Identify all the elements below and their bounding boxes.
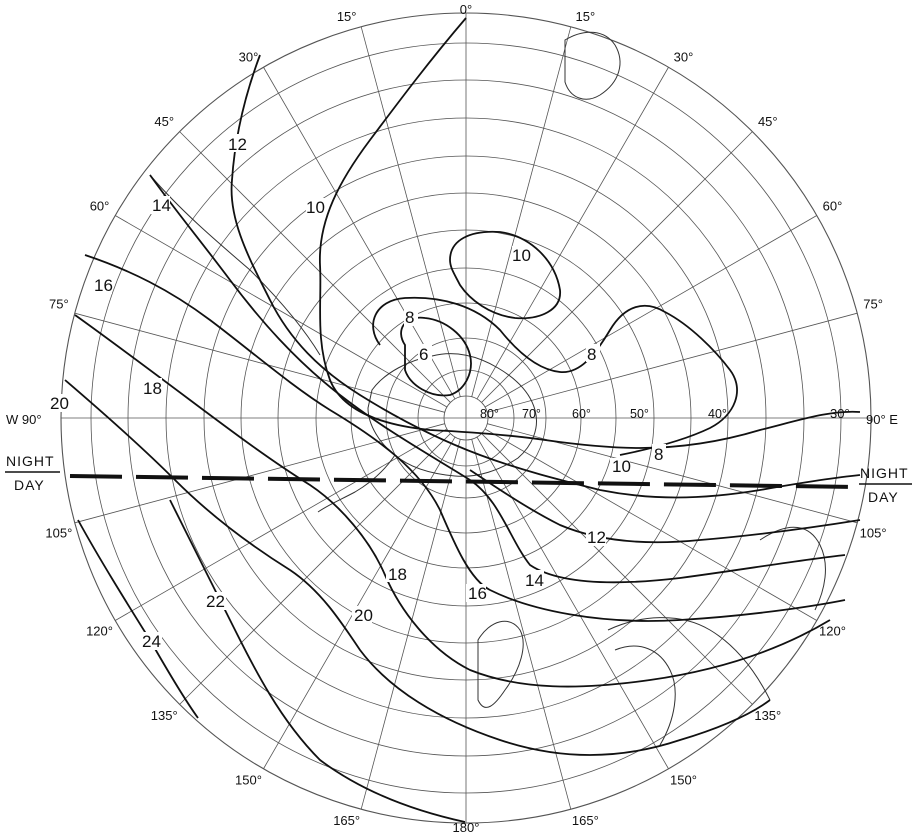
meridian-line [487, 312, 858, 413]
contour-18 [74, 314, 831, 688]
east-90-label: 90° E [866, 412, 898, 427]
contour-label-10a: 10 [306, 198, 325, 217]
contour-10-upper-loop [449, 230, 561, 320]
meridian-line [360, 26, 461, 397]
longitude-labels: 0° 15° 15° 30° 30° 45° 45° 60° 60° 75° 75° 105° 120°… [45, 2, 886, 835]
longitude-label: 135° [754, 708, 781, 723]
australia-coast [477, 620, 524, 708]
lower-landmass [614, 645, 676, 746]
longitude-label: 45° [154, 114, 174, 129]
night-label-right: NIGHT [860, 465, 909, 481]
longitude-label: 105° [45, 525, 72, 540]
night-label-left: NIGHT [6, 453, 55, 469]
contour-12b [469, 469, 861, 544]
longitude-label: 150° [670, 772, 697, 787]
meridian-line [263, 67, 456, 400]
contour-24 [77, 519, 199, 719]
contour-label-12a: 12 [228, 135, 247, 154]
longitude-label: 15° [576, 9, 596, 24]
longitude-label: 60° [90, 199, 110, 214]
longitude-label: 75° [49, 297, 69, 312]
longitude-label: 120° [819, 624, 846, 639]
lat-label-50: 50° [630, 407, 649, 421]
longitude-label: 30° [239, 50, 259, 65]
contour-label-16a: 16 [94, 276, 113, 295]
meridian-line [74, 423, 445, 524]
lon-30-right-label: 30° [830, 406, 850, 421]
contours [64, 17, 861, 823]
longitude-label: 0° [460, 2, 472, 17]
graticule [60, 12, 872, 824]
contour-label-8b: 8 [587, 345, 596, 364]
contour-label-14a: 14 [152, 196, 171, 215]
contour-14 [149, 174, 846, 584]
meridians [61, 13, 871, 823]
contour-label-22: 22 [206, 592, 225, 611]
contour-label-16b: 16 [468, 584, 487, 603]
meridian-line [484, 428, 817, 621]
longitude-label: 60° [823, 199, 843, 214]
longitude-label: 150° [235, 772, 262, 787]
lat-label-80: 80° [480, 407, 499, 421]
meridian-line [115, 215, 448, 408]
longitude-label: 15° [337, 9, 357, 24]
lat-label-60: 60° [572, 407, 591, 421]
contour-8 [372, 296, 738, 456]
contour-label-8c: 8 [654, 445, 663, 464]
longitude-label: 135° [151, 708, 178, 723]
west-90-label: W 90° [6, 412, 42, 427]
night-day-left: NIGHT DAY [5, 453, 60, 493]
peninsula-coast [317, 454, 396, 513]
contour-label-14b: 14 [525, 571, 544, 590]
meridian-line [476, 67, 669, 400]
contour-label-10c: 10 [612, 457, 631, 476]
longitude-label: 75° [863, 297, 883, 312]
longitude-label: 45° [758, 114, 778, 129]
longitude-label: 30° [674, 50, 694, 65]
day-label-left: DAY [14, 477, 45, 493]
contour-label-18b: 18 [388, 565, 407, 584]
contour-label-24: 24 [142, 632, 161, 651]
meridian-line [471, 439, 572, 810]
meridian-line [481, 131, 753, 403]
meridian-line [360, 439, 461, 810]
contour-label-18a: 18 [143, 379, 162, 398]
contour-10-top [319, 17, 861, 449]
contour-16 [84, 254, 846, 622]
meridian-line [481, 433, 753, 705]
island-upper-right [564, 31, 621, 100]
coastlines [149, 31, 826, 746]
lat-label-40: 40° [708, 407, 727, 421]
longitude-label: 180° [453, 820, 480, 835]
left-coast [149, 174, 321, 356]
meridian-line [74, 312, 445, 413]
contour-labels: 6 8 8 8 10 10 10 12 12 14 14 16 16 18 18… [50, 134, 666, 651]
meridian-line [471, 26, 572, 397]
terminator-line [69, 474, 856, 489]
longitude-label: 165° [572, 813, 599, 828]
longitude-label: 165° [333, 813, 360, 828]
longitude-label: 105° [860, 525, 887, 540]
day-label-right: DAY [868, 489, 899, 505]
contour-label-20a: 20 [50, 394, 69, 413]
contour-label-10b: 10 [512, 246, 531, 265]
contour-label-8a: 8 [405, 308, 414, 327]
longitude-label: 120° [86, 624, 113, 639]
meridian-line [179, 433, 451, 705]
contour-12 [230, 54, 861, 499]
contour-22 [169, 499, 466, 823]
contour-label-12b: 12 [587, 528, 606, 547]
night-day-right: NIGHT DAY [859, 465, 912, 505]
meridian-line [484, 215, 817, 408]
meridian-line [115, 428, 448, 621]
meridian-line [476, 436, 669, 769]
contour-label-20b: 20 [354, 606, 373, 625]
contour-20 [64, 379, 771, 756]
contour-6 [400, 316, 472, 397]
contour-label-6: 6 [419, 345, 428, 364]
lat-label-70: 70° [522, 407, 541, 421]
meridian-line [263, 436, 456, 769]
